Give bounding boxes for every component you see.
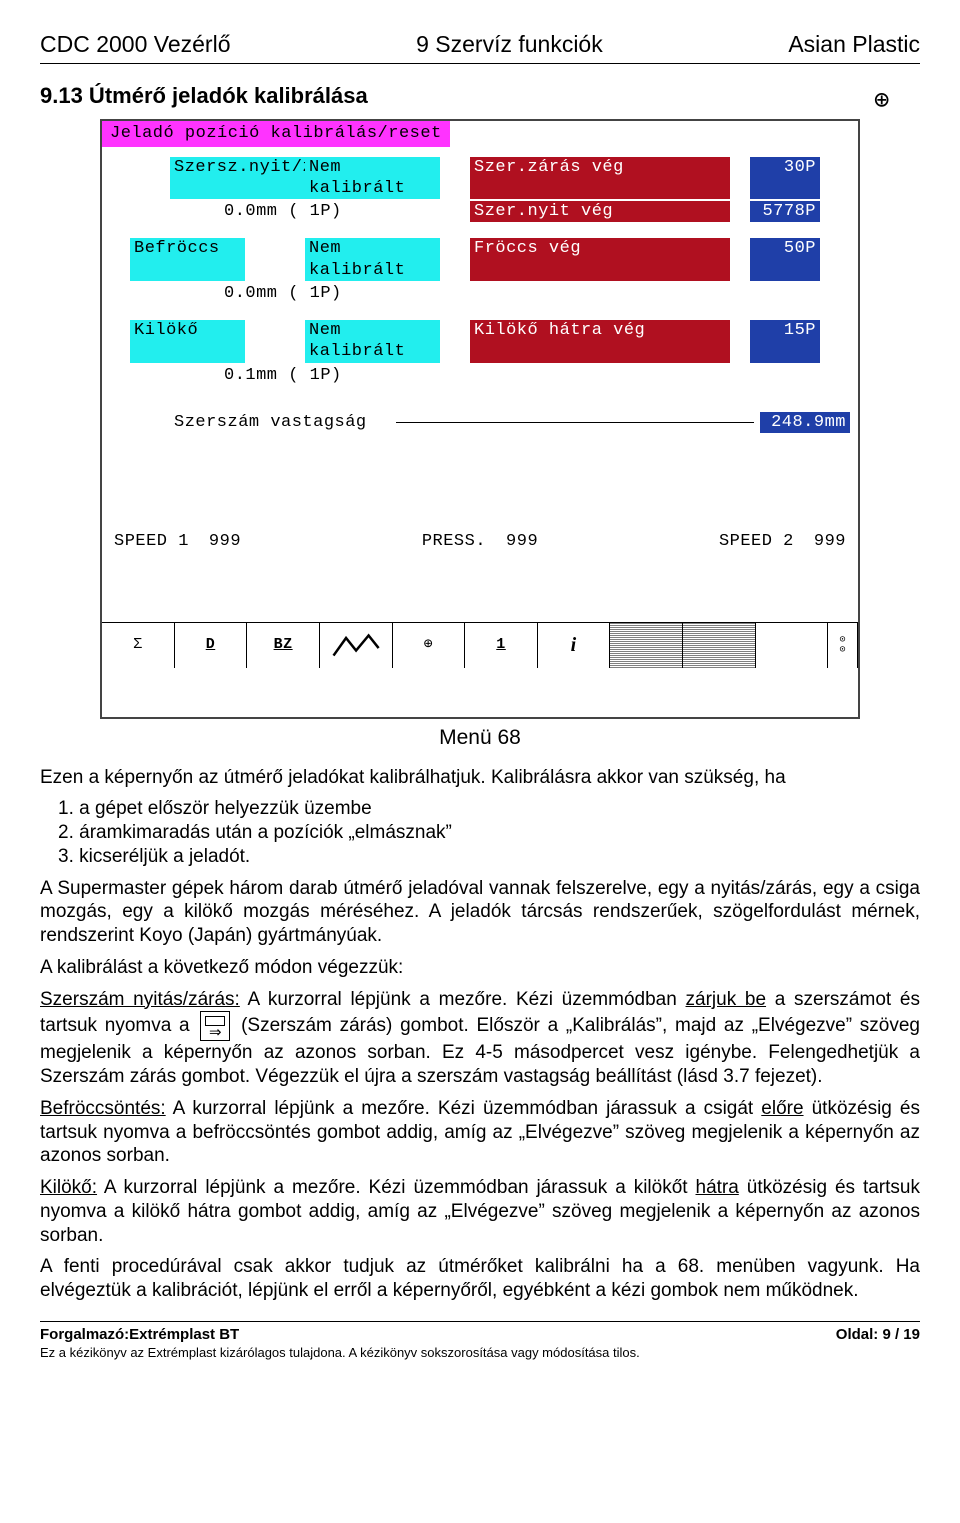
b1-status: Nem kalibrált — [305, 157, 440, 200]
u-kiloko: Kilökő: — [40, 1177, 97, 1198]
t-3b: A kurzorral lépjünk a mezőre. Kézi üzemm… — [240, 989, 686, 1010]
b1-r2-label: Szer.nyit vég — [470, 201, 730, 222]
footer-sub: Ez a kézikönyv az Extrémplast kizárólago… — [40, 1345, 920, 1361]
u-szerszam: Szerszám nyitás/zárás: — [40, 989, 240, 1010]
fn-row: Σ D BZ ⊕ 1 i ⊙⊙ — [102, 622, 858, 668]
doc-header: CDC 2000 Vezérlő 9 Szervíz funkciók Asia… — [40, 30, 920, 64]
t-4b: A kurzorral lépjünk a mezőre. Kézi üzemm… — [166, 1098, 762, 1119]
speed1-label: SPEED 1 — [114, 531, 189, 552]
press-val: 999 — [506, 531, 538, 552]
b1-label[interactable]: Szersz.nyit/zá — [170, 157, 305, 200]
fn-target[interactable]: ⊕ — [393, 623, 466, 668]
li-2: 2. áramkimaradás után a pozíciók „elmász… — [58, 821, 920, 845]
menu-caption: Menü 68 — [40, 725, 920, 751]
b3-r1-label: Kilökő hátra vég — [470, 320, 730, 363]
mold-close-icon — [200, 1011, 230, 1041]
li-3: 3. kicseréljük a jeladót. — [58, 845, 920, 869]
b1-r2-val[interactable]: 5778P — [750, 201, 820, 222]
fn-end[interactable]: ⊙⊙ — [828, 623, 858, 668]
b2-label[interactable]: Befröccs — [130, 238, 245, 281]
numbered-list: 1. a gépet először helyezzük üzembe 2. á… — [80, 797, 920, 868]
para-befroccs: Befröccsöntés: A kurzorral lépjünk a mez… — [40, 1097, 920, 1168]
b2-status: Nem kalibrált — [305, 238, 440, 281]
b3-label[interactable]: Kilökő — [130, 320, 245, 363]
para-supermaster: A Supermaster gépek három darab útmérő j… — [40, 877, 920, 948]
b2-r1-label: Fröccs vég — [470, 238, 730, 281]
fn-g1[interactable] — [610, 623, 683, 668]
para-howto: A kalibrálást a következő módon végezzük… — [40, 956, 920, 980]
speed2-val: 999 — [814, 531, 846, 552]
footer-right: Oldal: 9 / 19 — [836, 1326, 920, 1345]
section-title: 9.13 Útmérő jeladók kalibrálása — [40, 82, 920, 110]
fn-blank1[interactable] — [756, 623, 829, 668]
fn-one[interactable]: 1 — [465, 623, 538, 668]
fn-info[interactable]: i — [538, 623, 611, 668]
b1-r1-val[interactable]: 30P — [750, 157, 820, 200]
para-final: A fenti procedúrával csak akkor tudjuk a… — [40, 1255, 920, 1303]
intro: Ezen a képernyőn az útmérő jeladókat kal… — [40, 766, 920, 790]
u-hatra: hátra — [696, 1177, 739, 1198]
para-kiloko: Kilökő: A kurzorral lépjünk a mezőre. Ké… — [40, 1176, 920, 1247]
fn-wave[interactable] — [320, 623, 393, 668]
hdr-right: Asian Plastic — [788, 30, 920, 59]
b2-r1-val[interactable]: 50P — [750, 238, 820, 281]
b2-sub: 0.0mm ( 1P) — [220, 283, 346, 304]
u-befroccs: Befröccsöntés: — [40, 1098, 166, 1119]
para-szerszam: Szerszám nyitás/zárás: A kurzorral lépjü… — [40, 988, 920, 1089]
b1-r1-label: Szer.zárás vég — [470, 157, 730, 200]
speed1-val: 999 — [209, 531, 241, 552]
li-1: 1. a gépet először helyezzük üzembe — [58, 797, 920, 821]
fn-bz[interactable]: BZ — [247, 623, 320, 668]
t-5b: A kurzorral lépjünk a mezőre. Kézi üzemm… — [97, 1177, 695, 1198]
footer: Forgalmazó:Extrémplast BT Oldal: 9 / 19 … — [40, 1321, 920, 1361]
fn-d[interactable]: D — [175, 623, 248, 668]
hdr-left: CDC 2000 Vezérlő — [40, 30, 231, 59]
fn-sigma[interactable]: Σ — [102, 623, 175, 668]
u-elore: előre — [761, 1098, 803, 1119]
press-label: PRESS. — [422, 531, 486, 552]
b3-status: Nem kalibrált — [305, 320, 440, 363]
thickness-val[interactable]: 248.9mm — [760, 412, 850, 433]
crosshair-icon: ⊕ — [866, 85, 898, 117]
fn-g2[interactable] — [683, 623, 756, 668]
footer-left: Forgalmazó:Extrémplast BT — [40, 1326, 239, 1345]
terminal-bottom: SPEED 1 999 PRESS. 999 SPEED 2 999 — [102, 531, 858, 552]
terminal-title: Jeladó pozíció kalibrálás/reset — [102, 121, 450, 146]
b3-r1-val[interactable]: 15P — [750, 320, 820, 363]
b1-sub: 0.0mm ( 1P) — [220, 201, 440, 222]
hdr-center: 9 Szervíz funkciók — [416, 30, 603, 59]
b3-sub: 0.1mm ( 1P) — [220, 365, 346, 386]
speed2-label: SPEED 2 — [719, 531, 794, 552]
thickness-label: Szerszám vastagság — [170, 412, 390, 433]
thickness-line — [396, 422, 754, 423]
terminal-screenshot: ⊕ Jeladó pozíció kalibrálás/reset Szersz… — [100, 119, 860, 719]
u-zarjuk: zárjuk be — [686, 989, 767, 1010]
